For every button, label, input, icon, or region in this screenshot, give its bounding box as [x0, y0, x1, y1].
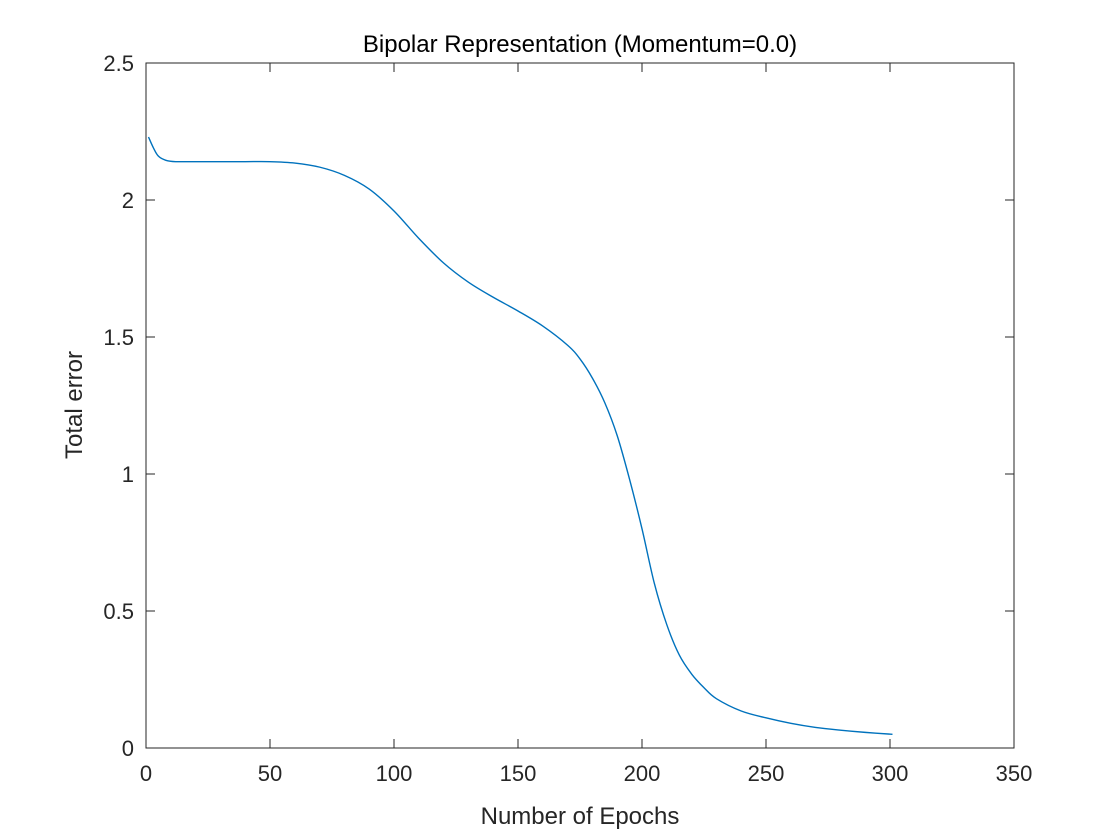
- y-axis-ticks: 0 0.5 1 1.5 2 2.5: [103, 51, 1014, 761]
- x-axis-ticks: 0 50 100 150 200 250 300 350: [140, 63, 1032, 786]
- series-layer: [147, 136, 893, 735]
- chart-title: Bipolar Representation (Momentum=0.0): [363, 31, 797, 58]
- y-tick-label: 0.5: [103, 599, 134, 624]
- x-tick-label: 150: [500, 761, 537, 786]
- y-tick-label: 0: [122, 736, 134, 761]
- y-tick-label: 2: [122, 188, 134, 213]
- x-axis-label: Number of Epochs: [481, 803, 680, 830]
- x-tick-label: 0: [140, 761, 152, 786]
- x-tick-label: 50: [258, 761, 282, 786]
- x-tick-label: 300: [872, 761, 909, 786]
- x-tick-label: 350: [996, 761, 1033, 786]
- x-tick-label: 200: [624, 761, 661, 786]
- y-tick-label: 1: [122, 462, 134, 487]
- series-line-total-error: [147, 136, 893, 735]
- x-tick-label: 100: [376, 761, 413, 786]
- x-tick-label: 250: [748, 761, 785, 786]
- plot-area: [145, 62, 1015, 749]
- y-tick-label: 1.5: [103, 325, 134, 350]
- y-tick-label: 2.5: [103, 51, 134, 76]
- y-axis-label: Total error: [61, 351, 88, 459]
